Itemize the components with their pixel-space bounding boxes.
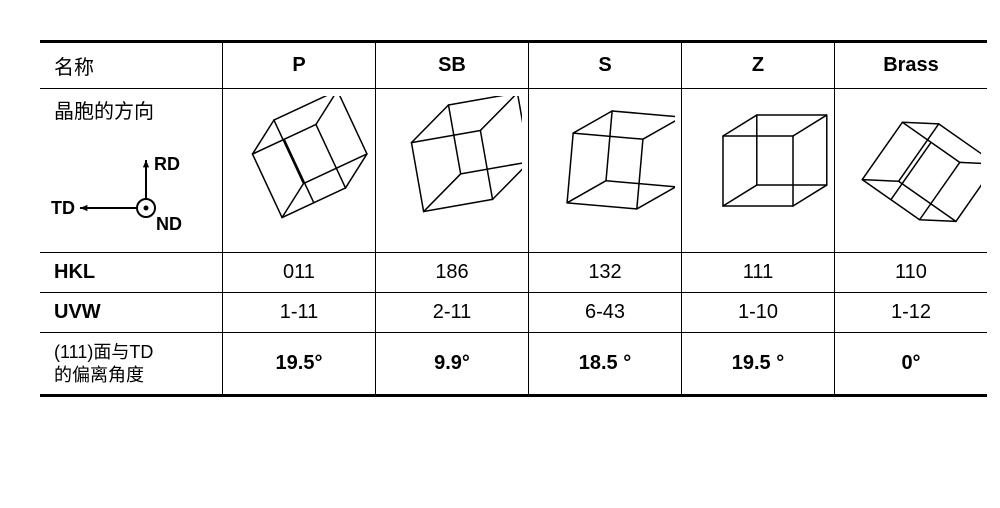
- col-P: P: [223, 42, 376, 89]
- uvw-SB: 2-11: [376, 293, 529, 333]
- col-S: S: [529, 42, 682, 89]
- col-SB: SB: [376, 42, 529, 89]
- hkl-S: 132: [529, 253, 682, 293]
- cube-S: [529, 89, 682, 253]
- label-orientation: 晶胞的方向: [40, 89, 223, 131]
- col-Z: Z: [682, 42, 835, 89]
- hkl-SB: 186: [376, 253, 529, 293]
- uvw-P: 1-11: [223, 293, 376, 333]
- svg-text:RD: RD: [154, 154, 180, 174]
- dev-S: 18.5 °: [529, 333, 682, 396]
- cube-P: [223, 89, 376, 253]
- uvw-Brass: 1-12: [835, 293, 988, 333]
- hkl-P: 011: [223, 253, 376, 293]
- axes-diagram: RD TD ND: [40, 130, 223, 253]
- hkl-Brass: 110: [835, 253, 988, 293]
- header-name: 名称: [40, 42, 223, 89]
- cube-SB: [376, 89, 529, 253]
- label-uvw: UVW: [40, 293, 223, 333]
- dev-P: 19.5°: [223, 333, 376, 396]
- label-hkl: HKL: [40, 253, 223, 293]
- dev-Brass: 0°: [835, 333, 988, 396]
- label-deviation: (111)面与TD 的偏离角度: [40, 333, 223, 396]
- uvw-Z: 1-10: [682, 293, 835, 333]
- svg-text:ND: ND: [156, 214, 182, 234]
- hkl-Z: 111: [682, 253, 835, 293]
- uvw-S: 6-43: [529, 293, 682, 333]
- col-Brass: Brass: [835, 42, 988, 89]
- svg-text:TD: TD: [51, 198, 75, 218]
- dev-Z: 19.5 °: [682, 333, 835, 396]
- dev-SB: 9.9°: [376, 333, 529, 396]
- cube-Z: [682, 89, 835, 253]
- cube-Brass: [835, 89, 988, 253]
